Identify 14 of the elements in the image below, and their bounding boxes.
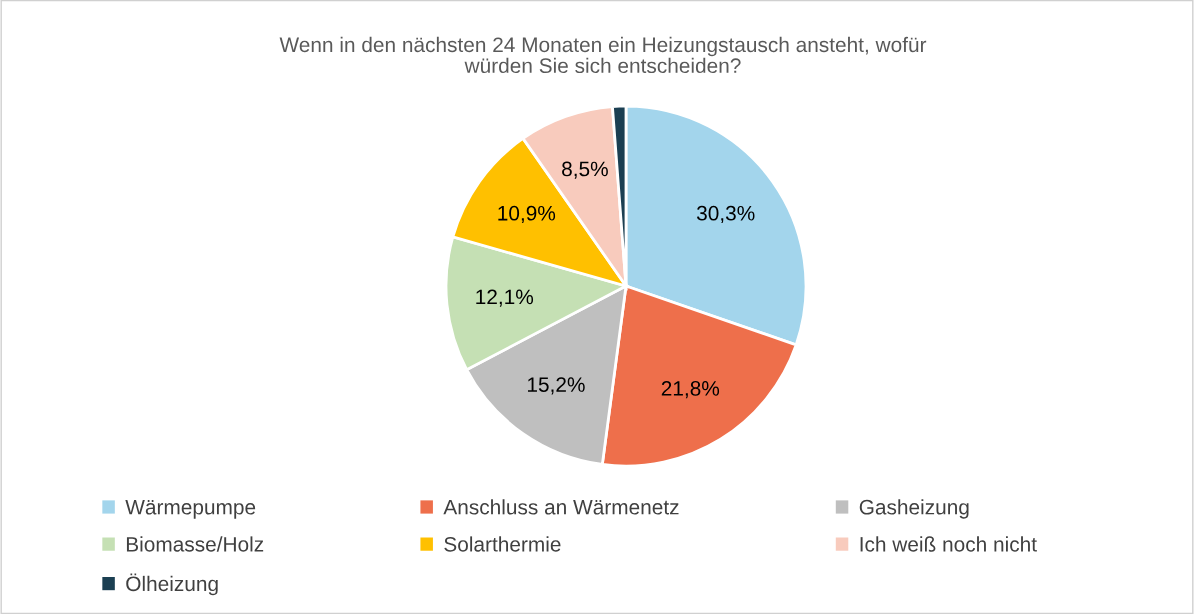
legend-label: Biomasse/Holz bbox=[126, 536, 264, 552]
data-label: 21,8% bbox=[661, 381, 720, 399]
data-label: 12,1% bbox=[476, 289, 534, 307]
data-label: 8,5% bbox=[562, 161, 608, 179]
data-label: 15,2% bbox=[527, 377, 585, 395]
legend-label: Solarthermie bbox=[444, 536, 561, 552]
legend-label: Anschluss an Wärmenetz bbox=[443, 499, 679, 515]
legend-label: Ölheizung bbox=[126, 573, 218, 596]
legend-label: Wärmepumpe bbox=[125, 500, 256, 519]
legend-label: Ich weiß noch nicht bbox=[860, 536, 1037, 552]
chart-title: Wenn in den nächsten 24 Monaten ein Heizungstausch ansteht, wofür würden Sie sich entscheiden? bbox=[279, 36, 927, 74]
data-label: 10,9% bbox=[498, 205, 556, 224]
legend-label: Gasheizung bbox=[859, 499, 969, 519]
data-label: 30,3% bbox=[696, 205, 755, 224]
